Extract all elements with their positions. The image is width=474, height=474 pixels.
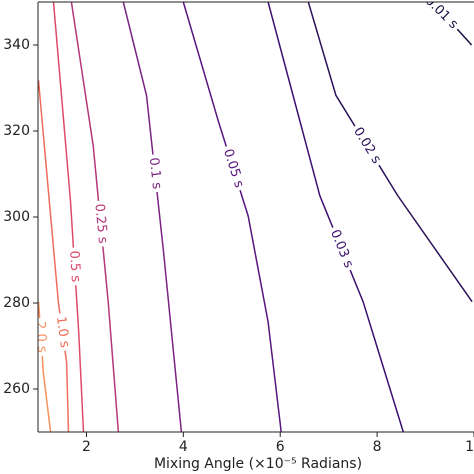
contour-label-bg [90,200,111,248]
contour-line [267,2,405,432]
contour-label: 0.5 s [65,247,84,286]
x-tick-label: 2 [82,439,91,455]
x-tick-label: 4 [179,439,188,455]
contour-label-text: 0.25 s [91,203,110,244]
contour-line [122,2,183,432]
contour-line [307,2,473,303]
contour-label-bg [419,2,464,35]
contour-label: 2.0 s [32,317,51,357]
x-tick-label: 8 [373,439,382,455]
contour-label: 0.02 s [348,121,386,170]
contour-label: 1.0 s [52,312,73,352]
y-tick-label: 260 [3,381,30,397]
contour-label-text: 0.5 s [66,250,83,283]
x-tick-label: 6 [276,439,285,455]
contour-label-text: 1.0 s [53,315,72,349]
contour-label-group: 0.01 s 0.02 s 0.03 s 0.05 s 0.1 s 0.25 s 0.5 s… [32,2,464,357]
y-tick-label: 300 [3,209,30,225]
contour-label: 0.1 s [145,153,165,193]
y-tick-label: 320 [3,123,30,139]
contour-label-text: 2.0 s [32,321,49,354]
contour-label-bg [38,317,51,357]
contour-label-bg [145,153,165,193]
y-tick-label: 340 [3,37,30,53]
y-tick-label: 280 [3,295,30,311]
x-axis-label: Mixing Angle (×10⁻⁵ Radians) [154,456,362,472]
contour-line [182,2,282,432]
contour-label-text: 0.03 s [327,228,356,271]
x-tick-label: 10 [465,439,474,455]
contour-label-bg [65,247,84,286]
contour-line [52,2,85,432]
contour-label: 0.05 s [218,144,248,193]
contour-label-bg [52,312,73,352]
contour-label-text: 0.1 s [146,157,164,190]
contour-label: 0.25 s [90,200,111,248]
contour-label-bg [218,144,248,193]
contour-label-bg [325,224,358,274]
contour-label: 0.01 s [419,2,464,35]
contour-label-text: 0.05 s [220,147,246,190]
contour-label: 0.03 s [325,224,358,274]
contour-label-bg [348,121,386,170]
